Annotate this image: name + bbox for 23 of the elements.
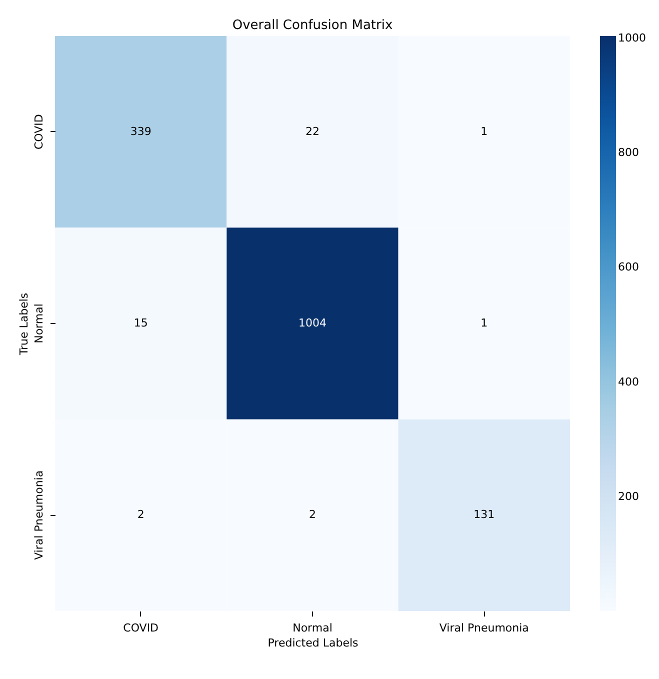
data-label: 1	[480, 316, 488, 330]
x-axis-title: Predicted Labels	[268, 636, 359, 650]
y-tick-label: Viral Pneumonia	[32, 470, 46, 560]
y-tick-label: COVID	[32, 114, 46, 150]
y-tick-label: Normal	[32, 304, 46, 344]
chart-title: Overall Confusion Matrix	[232, 18, 393, 33]
data-label: 2	[137, 508, 144, 522]
color-bar-label: 400	[618, 375, 639, 388]
x-tick-label: COVID	[123, 622, 159, 634]
x-tick-label: Viral Pneumonia	[439, 622, 529, 634]
data-label: 15	[134, 316, 148, 330]
data-label: 1	[480, 124, 488, 138]
data-label: 1004	[298, 316, 326, 330]
y-axis-title: True Labels	[18, 292, 30, 356]
data-label: 339	[130, 124, 152, 138]
color-bar-label: 200	[618, 490, 639, 503]
data-label: 131	[474, 508, 495, 522]
color-bar-label: 800	[618, 146, 639, 159]
color-bar-label: 600	[618, 260, 639, 274]
data-label: 2	[309, 508, 316, 522]
x-tick-label: Normal	[292, 622, 332, 634]
color-bar-label: 1000	[618, 31, 646, 44]
data-label: 22	[306, 124, 320, 138]
